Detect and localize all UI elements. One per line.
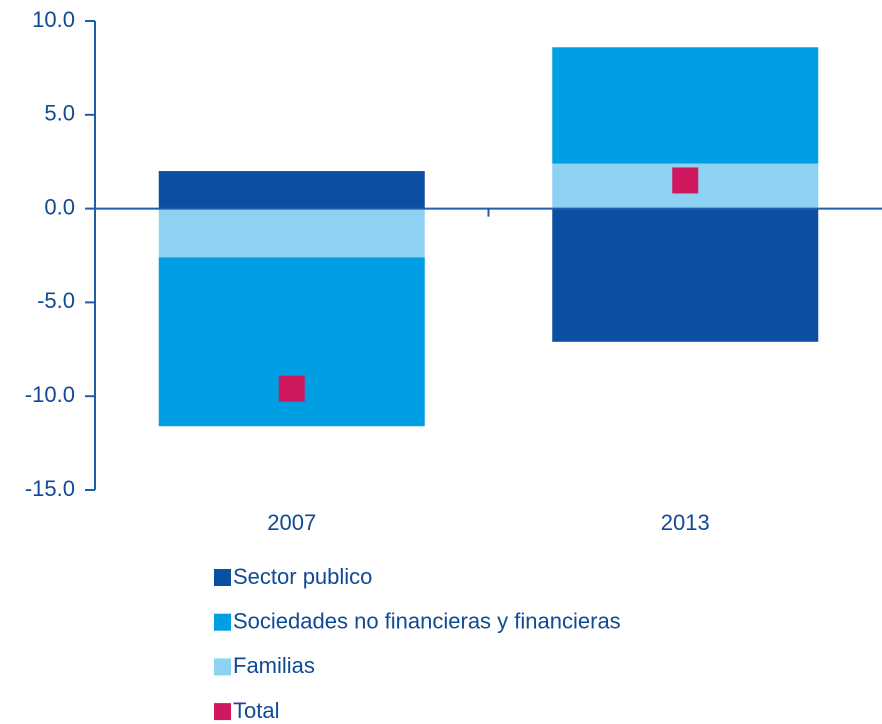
y-tick-label: 0.0 [44,194,75,219]
y-tick-label: -10.0 [25,382,75,407]
legend-swatch [214,613,231,631]
y-tick-label: -15.0 [25,476,75,501]
legend-label: Sociedades no financieras y financieras [233,609,621,634]
bar [158,208,425,258]
marker [672,167,699,194]
bar [552,208,819,342]
x-tick-label: 2013 [661,510,710,535]
marker [278,375,305,402]
bar [158,171,425,209]
legend-label: Sector publico [233,564,372,589]
legend-label: Familias [233,653,315,678]
x-tick-label: 2007 [267,510,316,535]
y-tick-label: 5.0 [44,101,75,126]
legend-swatch [214,658,231,676]
legend-swatch [214,569,231,586]
legend-swatch [214,703,231,721]
bar [552,47,819,164]
y-tick-label: 10.0 [32,7,75,32]
y-tick-label: -5.0 [37,288,75,313]
legend-label: Total [233,698,279,723]
